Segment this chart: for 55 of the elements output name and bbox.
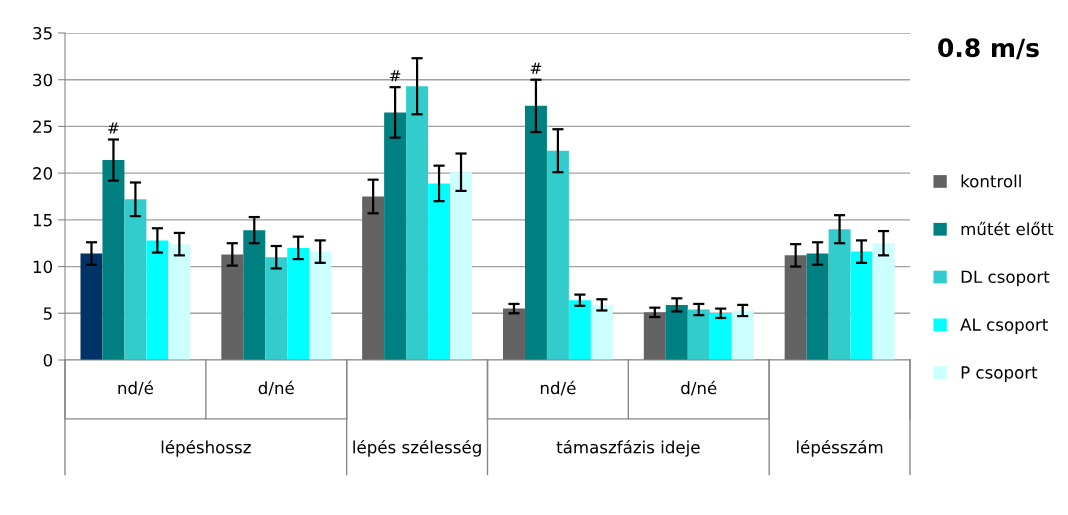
- y-tick-label: 20: [33, 167, 53, 180]
- x-tick-label: d/né: [681, 380, 717, 396]
- legend-label: P csoport: [961, 366, 1038, 382]
- data-label: #: [530, 62, 542, 74]
- legend-label: kontroll: [961, 174, 1021, 188]
- bar: [384, 112, 407, 360]
- bar: [687, 309, 710, 360]
- text: támaszfázis ideje: [556, 439, 700, 457]
- bar: [872, 243, 895, 360]
- bar: [309, 251, 332, 360]
- x-tick-label: d/né: [258, 380, 294, 396]
- bar: [546, 150, 569, 360]
- y-tick-label: 10: [33, 260, 53, 274]
- text: lépésszám: [797, 439, 883, 457]
- bar: [168, 244, 191, 360]
- bar: [731, 310, 754, 360]
- bar: [665, 304, 688, 360]
- bar: [784, 255, 807, 360]
- text: 0.8 m/s: [938, 38, 1039, 60]
- bar: [406, 86, 429, 360]
- bar: [287, 247, 310, 360]
- bar: [806, 253, 829, 360]
- text: lépéshossz: [161, 439, 251, 457]
- legend-label: DL csoport: [961, 270, 1050, 287]
- y-tick-label: 0: [43, 353, 53, 367]
- bar: [124, 199, 147, 360]
- y-tick-label: 35: [33, 26, 52, 40]
- bar: [850, 251, 873, 360]
- bar: [146, 240, 169, 360]
- x-tick-label: nd/é: [118, 380, 154, 396]
- y-tick-label: 30: [33, 73, 53, 87]
- bar: [102, 160, 125, 360]
- legend-label: műtét előtt: [961, 221, 1054, 236]
- bar: [643, 312, 666, 360]
- bar: [590, 304, 613, 360]
- legend-label: AL csoport: [960, 318, 1048, 335]
- y-tick-label: 15: [33, 214, 52, 227]
- bar: [709, 313, 732, 360]
- bar: [524, 105, 547, 360]
- bar: [265, 257, 288, 360]
- bar: [243, 230, 266, 360]
- bar: [221, 254, 244, 360]
- data-label: #: [389, 70, 401, 82]
- bar: [502, 308, 525, 360]
- text: lépés szélesség: [353, 439, 481, 457]
- bar: [450, 172, 473, 360]
- bar: [362, 196, 385, 360]
- bar: [428, 183, 451, 360]
- bar: [80, 253, 103, 360]
- y-tick-label: 25: [33, 120, 52, 133]
- data-label: #: [108, 122, 119, 134]
- x-tick-label: nd/é: [540, 380, 576, 396]
- bar: [828, 229, 851, 360]
- bar: [568, 300, 591, 360]
- y-tick-label: 5: [43, 307, 52, 320]
